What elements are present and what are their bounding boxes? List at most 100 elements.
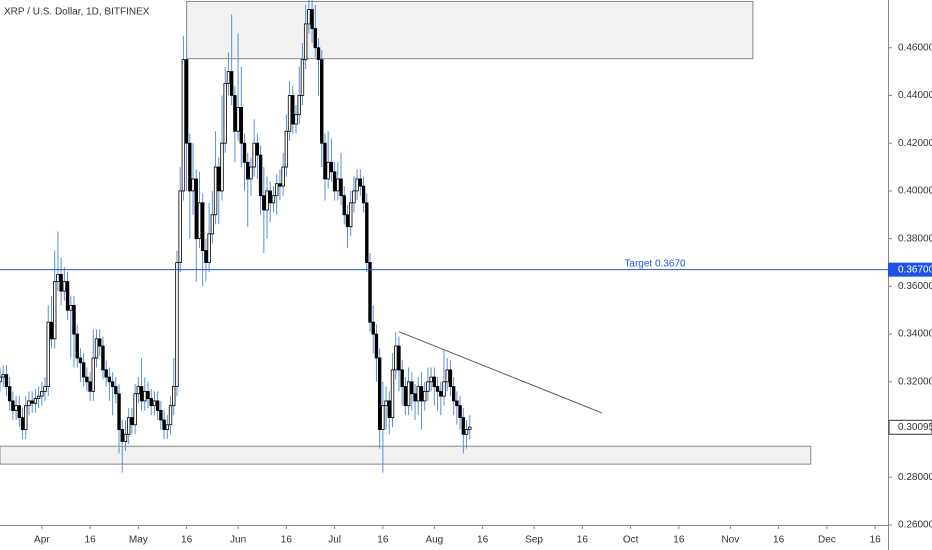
x-tick-label: Dec — [818, 535, 836, 546]
candle-body — [226, 71, 231, 84]
candle-body — [410, 381, 414, 395]
candle-body — [303, 23, 308, 61]
candle-body — [377, 357, 382, 430]
candle-body — [75, 333, 79, 359]
candle-body — [458, 405, 462, 419]
candle-body — [348, 202, 353, 228]
candle-body — [332, 171, 337, 192]
candle-body — [52, 281, 57, 340]
candle-body — [126, 417, 131, 435]
candle-body — [236, 106, 240, 132]
candle-body — [358, 178, 363, 187]
chart-title: XRP / U.S. Dollar, 1D, BITFINEX — [4, 7, 150, 18]
candle-body — [294, 114, 298, 125]
candle-body — [368, 262, 372, 323]
candle-body — [442, 381, 446, 397]
y-tick-label: 0.40000 — [898, 186, 932, 197]
candle-body — [130, 417, 134, 426]
candle-body — [188, 142, 192, 192]
candle-body — [101, 345, 105, 371]
candle-body — [88, 381, 92, 392]
candle-body — [284, 130, 289, 168]
candle-body — [0, 376, 2, 383]
candle-body — [246, 161, 250, 180]
y-tick-label: 0.46000 — [898, 42, 932, 53]
x-tick-label: Jul — [328, 535, 341, 546]
plot-area — [0, 0, 812, 473]
candle-body — [72, 305, 76, 335]
candle-body — [114, 386, 118, 395]
candle-body — [104, 369, 108, 378]
candle-body — [78, 357, 83, 364]
target-badge — [888, 262, 932, 277]
candle-body — [155, 400, 160, 411]
candle-body — [255, 142, 260, 156]
candle-body — [120, 429, 124, 442]
candle-body — [365, 202, 369, 263]
candle-body — [62, 281, 67, 292]
x-tick-label: Oct — [623, 535, 639, 546]
x-tick-label: Apr — [34, 535, 50, 546]
candle-body — [249, 166, 253, 180]
candle-body — [390, 369, 395, 419]
candle-body — [46, 321, 50, 387]
candle-body — [133, 393, 137, 426]
candle-body — [239, 106, 244, 144]
candle-body — [416, 386, 420, 402]
candle-body — [242, 142, 247, 163]
x-tick-label: May — [129, 535, 148, 546]
candle-body — [69, 305, 73, 311]
candle-body — [162, 419, 166, 430]
candle-body — [329, 161, 334, 173]
y-tick-label: 0.42000 — [898, 138, 932, 149]
candle-body — [287, 95, 292, 132]
candle-body — [381, 405, 385, 430]
candle-body — [316, 47, 321, 61]
candle-body — [59, 274, 63, 292]
candle-body — [384, 400, 388, 407]
candle-body — [258, 154, 263, 197]
y-tick-label: 0.38000 — [898, 233, 932, 244]
y-tick-label: 0.28000 — [898, 472, 932, 483]
candle-body — [342, 195, 346, 216]
candle-body — [172, 386, 176, 407]
candle-body — [175, 262, 179, 387]
candle-body — [14, 405, 18, 411]
candle-body — [152, 400, 157, 407]
candle-body — [435, 386, 440, 392]
candle-body — [371, 321, 375, 335]
candle-body — [65, 281, 70, 311]
candle-body — [49, 321, 54, 340]
candle-body — [197, 202, 202, 240]
candle-body — [200, 202, 205, 251]
candle-body — [278, 183, 282, 187]
y-tick-label: 0.32000 — [898, 376, 932, 387]
candle-body — [146, 390, 150, 399]
candle-body — [445, 369, 449, 383]
candle-body — [323, 142, 327, 180]
x-tick-label: 16 — [673, 535, 685, 546]
candle-body — [461, 417, 466, 435]
candle-body — [56, 274, 60, 282]
candle-body — [352, 190, 356, 204]
candle-body — [210, 214, 215, 235]
zone — [0, 445, 812, 465]
candle-body — [4, 374, 9, 387]
x-tick-label: Aug — [425, 535, 443, 546]
candle-body — [403, 386, 408, 407]
candle-body — [336, 178, 340, 192]
last-price-badge — [888, 419, 932, 435]
x-tick-label: 16 — [870, 535, 882, 546]
y-tick-label: 0.36000 — [898, 281, 932, 292]
candle-body — [464, 429, 469, 435]
candle-body — [11, 400, 15, 411]
y-tick-label: 0.26000 — [898, 520, 932, 531]
x-tick-label: 16 — [85, 535, 97, 546]
candle-body — [24, 405, 28, 430]
candle-body — [439, 390, 443, 397]
candle-body — [361, 185, 366, 204]
candle-body — [281, 166, 285, 187]
candle-body — [91, 357, 96, 392]
candle-body — [387, 400, 392, 419]
